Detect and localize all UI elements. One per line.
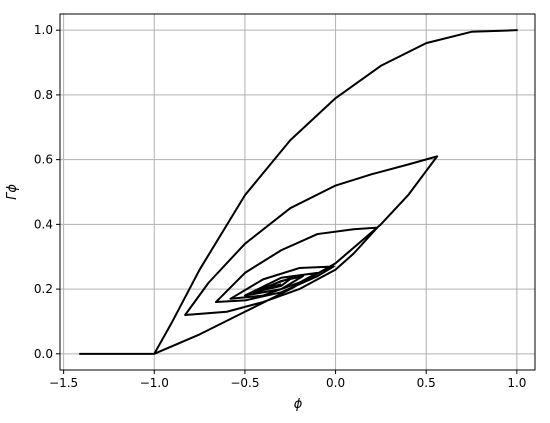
x-tick-label: 1.0 bbox=[507, 376, 526, 390]
data-line bbox=[79, 29, 518, 355]
x-axis-label: ϕ bbox=[294, 397, 303, 412]
x-tick-label: 0.0 bbox=[326, 376, 345, 390]
y-tick-label: 0.6 bbox=[34, 153, 53, 167]
y-tick-label: 0.8 bbox=[34, 88, 53, 102]
y-tick-label: 0.2 bbox=[34, 282, 53, 296]
y-tick-label: 1.0 bbox=[34, 23, 53, 37]
x-tick-label: −1.5 bbox=[49, 376, 78, 390]
y-tick-label: 0.4 bbox=[34, 217, 53, 231]
x-tick-label: −1.0 bbox=[140, 376, 169, 390]
plot-frame bbox=[59, 13, 536, 371]
y-tick-label: 0.0 bbox=[34, 347, 53, 361]
y-axis-label: Γϕ bbox=[5, 184, 20, 200]
x-tick-label: 0.5 bbox=[417, 376, 436, 390]
x-tick-label: −0.5 bbox=[230, 376, 259, 390]
